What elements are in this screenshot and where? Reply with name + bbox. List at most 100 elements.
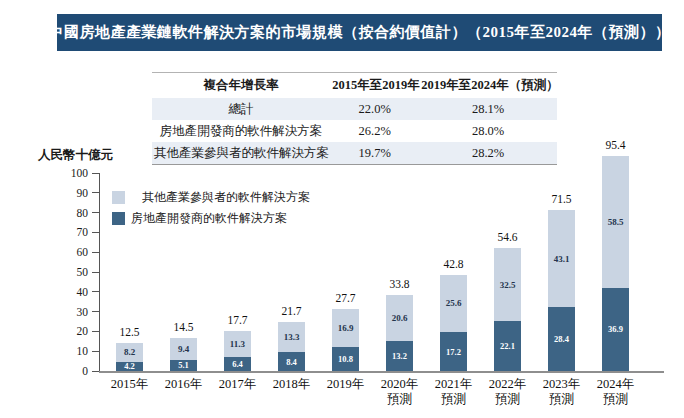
bar-total-label: 33.8 <box>376 278 424 290</box>
x-axis-line <box>99 371 664 373</box>
y-tick-label: 50 <box>56 265 88 279</box>
y-tick-label: 100 <box>56 166 88 180</box>
y-tick-mark <box>92 371 99 372</box>
y-tick-mark <box>92 291 99 292</box>
y-tick-label: 10 <box>56 344 88 358</box>
y-tick-mark <box>92 212 99 213</box>
bar-segment-developers: 22.1 <box>494 321 521 371</box>
cagr-row-other-participants: 其他產業參與者的軟件解決方案 19.7% 28.2% <box>152 142 557 165</box>
x-tick-year: 2021年 <box>422 377 486 392</box>
y-tick-label: 20 <box>56 324 88 338</box>
legend-swatch-dark-icon <box>112 212 125 225</box>
cagr-row-total: 總計 22.0% 28.1% <box>152 98 557 120</box>
bar-segment-other-participants: 43.1 <box>548 210 575 307</box>
bar-segment-developers: 36.9 <box>602 288 629 371</box>
x-tick-forecast-note: 預測 <box>368 392 432 407</box>
cagr-table-header-row: 複合年增長率 2015年至2019年 2019年至2024年（預測） <box>152 73 557 99</box>
y-tick-label: 90 <box>56 186 88 200</box>
cagr-row-developers-label: 房地產開發商的軟件解決方案 <box>152 120 330 142</box>
cagr-table: 複合年增長率 2015年至2019年 2019年至2024年（預測） 總計 22… <box>152 72 557 165</box>
bar-segment-developers: 6.4 <box>224 357 251 371</box>
x-tick-year: 2023年 <box>530 377 594 392</box>
legend-swatch-light-icon <box>112 191 125 204</box>
y-tick-mark <box>92 173 99 174</box>
x-tick-label: 2016年 <box>152 377 216 392</box>
bar-segment-developers: 13.2 <box>386 341 413 371</box>
x-tick-label: 2019年 <box>314 377 378 392</box>
bar-segment-other-participants: 13.3 <box>278 322 305 352</box>
bar-total-label: 12.5 <box>106 326 154 338</box>
bar-segment-other-participants: 32.5 <box>494 248 521 321</box>
cagr-header-2019-2024: 2019年至2024年（預測） <box>419 73 557 99</box>
cagr-row-total-label: 總計 <box>152 98 330 120</box>
page: 中國房地產產業鏈軟件解決方案的市場規模（按合約價值計）（2015年至2024年（… <box>0 0 684 418</box>
legend-label-other-participants: 其他產業參與者的軟件解決方案 <box>142 189 310 206</box>
bar-segment-other-participants: 20.6 <box>386 295 413 341</box>
x-tick-label: 2023年預測 <box>530 377 594 407</box>
bar-segment-other-participants: 9.4 <box>170 338 197 359</box>
legend-label-developers: 房地產開發商的軟件解決方案 <box>131 210 287 227</box>
x-tick-label: 2022年預測 <box>476 377 540 407</box>
y-tick-label: 0 <box>56 364 88 378</box>
y-tick-mark <box>92 232 99 233</box>
bar-segment-developers: 4.2 <box>116 362 143 371</box>
y-tick-label: 80 <box>56 206 88 220</box>
x-tick-year: 2017年 <box>206 377 270 392</box>
cagr-row-total-2015-2019: 22.0% <box>330 98 419 120</box>
x-tick-year: 2015年 <box>98 377 162 392</box>
y-axis-unit-label: 人民幣十億元 <box>38 147 113 164</box>
x-tick-year: 2020年 <box>368 377 432 392</box>
bar-total-label: 27.7 <box>322 292 370 304</box>
x-tick-forecast-note: 預測 <box>422 392 486 407</box>
y-tick-mark <box>92 192 99 193</box>
bar-segment-other-participants: 16.9 <box>332 309 359 347</box>
y-tick-mark <box>92 311 99 312</box>
legend-item-other-participants: 其他產業參與者的軟件解決方案 <box>112 187 310 208</box>
stacked-bar-chart: 0 10 20 30 40 50 60 70 80 90 100 4.28.2 12.5 2015年 5.1… <box>0 0 684 418</box>
x-tick-year: 2016年 <box>152 377 216 392</box>
bar-segment-other-participants: 58.5 <box>602 156 629 288</box>
bar-segment-developers: 5.1 <box>170 360 197 371</box>
y-tick-label: 30 <box>56 305 88 319</box>
bar-segment-other-participants: 8.2 <box>116 343 143 361</box>
bar-segment-developers: 8.4 <box>278 352 305 371</box>
x-tick-year: 2019年 <box>314 377 378 392</box>
bar-total-label: 14.5 <box>160 321 208 333</box>
y-tick-label: 60 <box>56 245 88 259</box>
legend-item-developers: 房地產開發商的軟件解決方案 <box>112 208 310 229</box>
bar-total-label: 54.6 <box>484 231 532 243</box>
x-tick-year: 2022年 <box>476 377 540 392</box>
x-tick-year: 2018年 <box>260 377 324 392</box>
y-tick-mark <box>92 252 99 253</box>
cagr-row-developers-2015-2019: 26.2% <box>330 120 419 142</box>
x-tick-label: 2017年 <box>206 377 270 392</box>
chart-title-bar: 中國房地產產業鏈軟件解決方案的市場規模（按合約價值計）（2015年至2024年（… <box>57 14 662 51</box>
bar-segment-other-participants: 11.3 <box>224 331 251 356</box>
cagr-row-developers-2019-2024: 28.0% <box>419 120 557 142</box>
cagr-row-total-2019-2024: 28.1% <box>419 98 557 120</box>
x-tick-label: 2020年預測 <box>368 377 432 407</box>
x-tick-forecast-note: 預測 <box>476 392 540 407</box>
bar-total-label: 17.7 <box>214 314 262 326</box>
x-tick-year: 2024年 <box>584 377 648 392</box>
cagr-header-2015-2019: 2015年至2019年 <box>330 73 419 99</box>
y-tick-label: 40 <box>56 285 88 299</box>
bar-total-label: 21.7 <box>268 305 316 317</box>
y-tick-mark <box>92 272 99 273</box>
y-axis-line <box>99 173 100 373</box>
bar-total-label: 95.4 <box>592 139 640 151</box>
bar-segment-developers: 28.4 <box>548 307 575 371</box>
x-tick-forecast-note: 預測 <box>530 392 594 407</box>
bar-total-label: 42.8 <box>430 258 478 270</box>
y-tick-mark <box>92 351 99 352</box>
cagr-row-other-2015-2019: 19.7% <box>330 142 419 165</box>
x-tick-label: 2018年 <box>260 377 324 392</box>
x-tick-label: 2024年預測 <box>584 377 648 407</box>
cagr-row-developers: 房地產開發商的軟件解決方案 26.2% 28.0% <box>152 120 557 142</box>
cagr-row-other-label: 其他產業參與者的軟件解決方案 <box>152 142 330 165</box>
chart-legend: 其他產業參與者的軟件解決方案 房地產開發商的軟件解決方案 <box>112 187 310 229</box>
bar-segment-developers: 10.8 <box>332 347 359 371</box>
cagr-row-other-2019-2024: 28.2% <box>419 142 557 165</box>
y-tick-label: 70 <box>56 225 88 239</box>
bar-total-label: 71.5 <box>538 193 586 205</box>
